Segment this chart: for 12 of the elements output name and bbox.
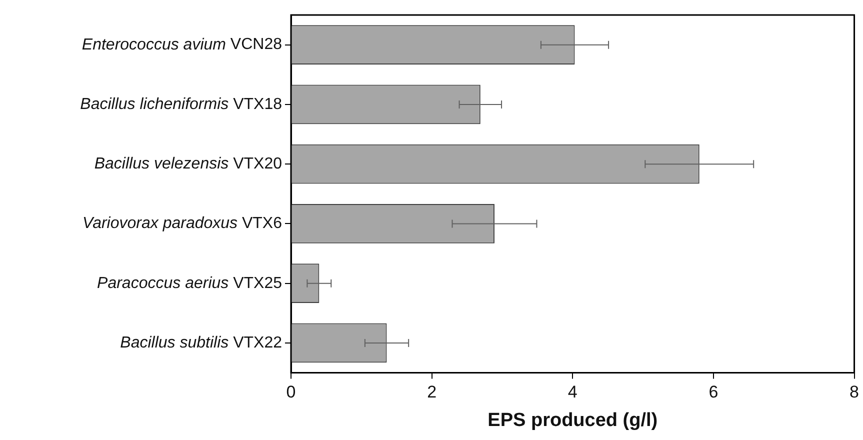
x-tick-label: 0 [286, 382, 296, 402]
y-tick-label: Paracoccus aerius VTX25 [97, 274, 282, 292]
y-tick-label: Bacillus subtilis VTX22 [120, 334, 282, 352]
x-axis-title: EPS produced (g/l) [488, 410, 658, 431]
y-tick-label: Bacillus velezensis VTX20 [94, 155, 282, 173]
x-tick-label: 6 [708, 382, 718, 402]
y-tick-label: Variovorax paradoxus VTX6 [82, 215, 282, 232]
x-tick-label: 8 [850, 382, 860, 402]
x-tick-label: 4 [568, 382, 578, 402]
x-tick-label: 2 [427, 382, 437, 402]
y-tick-label: Enterococcus avium VCN28 [82, 36, 282, 54]
y-tick-label: Bacillus licheniformis VTX18 [80, 96, 282, 113]
